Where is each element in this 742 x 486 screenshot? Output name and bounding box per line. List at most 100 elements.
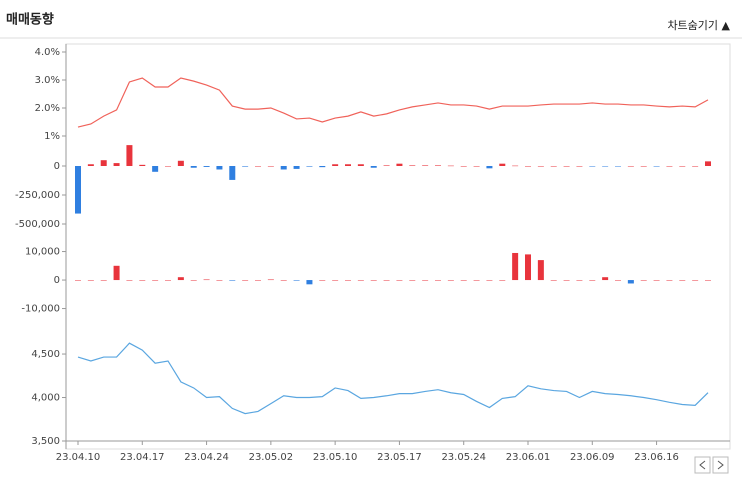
bar: [383, 280, 390, 281]
bar: [190, 166, 197, 168]
bar: [499, 280, 506, 281]
bar: [602, 166, 609, 167]
bar: [203, 166, 210, 167]
y-tick-label: 1%: [44, 131, 60, 142]
y-tick-label: 4.0%: [35, 47, 60, 58]
bar: [615, 166, 621, 167]
bar: [602, 277, 609, 281]
bar: [396, 163, 403, 166]
bar: [113, 163, 120, 166]
bar: [525, 254, 531, 281]
bar: [396, 280, 403, 281]
bar: [229, 280, 236, 281]
x-tick-label: 23.05.24: [441, 452, 486, 463]
bar: [345, 280, 351, 281]
toggle-button[interactable]: 차트숨기기 ▲: [667, 19, 730, 32]
bar: [165, 166, 171, 167]
bar: [267, 166, 274, 167]
bar: [486, 166, 493, 169]
bar: [692, 280, 699, 281]
x-tick-label: 23.06.16: [634, 452, 679, 463]
bar: [473, 166, 480, 167]
bar: [345, 164, 351, 166]
bar: [512, 252, 519, 281]
bar: [370, 166, 377, 168]
bar: [100, 160, 107, 166]
bar: [383, 165, 390, 166]
bar: [615, 280, 621, 281]
bar: [640, 280, 647, 281]
bar: [653, 280, 660, 281]
bar: [267, 279, 274, 281]
bar: [126, 145, 133, 166]
bar: [190, 280, 197, 281]
bar: [357, 164, 364, 166]
bar: [87, 280, 94, 281]
bar: [152, 166, 159, 172]
bar: [692, 166, 699, 167]
page-title: 매매동향: [6, 12, 54, 28]
bar: [422, 165, 429, 166]
bar: [576, 280, 583, 281]
bar: [435, 165, 441, 166]
bar: [165, 280, 171, 281]
bar: [460, 280, 467, 281]
bar: [705, 161, 711, 166]
line: [77, 342, 709, 415]
x-tick-label: 23.06.01: [506, 452, 551, 463]
bar: [216, 280, 223, 281]
bar: [589, 166, 596, 167]
bar: [525, 166, 531, 167]
bar: [705, 280, 711, 281]
bar: [627, 280, 634, 284]
bar: [306, 280, 313, 285]
x-tick-label: 23.04.10: [56, 452, 101, 463]
y-tick-label: -10,000: [21, 304, 60, 315]
bar: [550, 166, 557, 167]
bar: [370, 280, 377, 281]
x-tick-label: 23.05.10: [313, 452, 358, 463]
bar: [447, 280, 454, 281]
bar: [242, 166, 249, 167]
bar: [409, 280, 416, 281]
x-tick-label: 23.05.17: [377, 452, 422, 463]
bar: [537, 166, 544, 167]
bar: [550, 280, 557, 281]
bar: [537, 260, 544, 281]
bar: [255, 280, 261, 281]
bar: [576, 166, 583, 167]
bar: [203, 279, 210, 281]
y-tick-label: 10,000: [25, 247, 60, 258]
bar: [653, 166, 660, 167]
bar: [126, 280, 133, 281]
bar: [679, 166, 686, 167]
y-tick-label: -250,000: [15, 190, 60, 201]
bar: [627, 166, 634, 167]
bar: [229, 166, 236, 180]
bar: [139, 164, 146, 166]
x-tick-label: 23.05.02: [249, 452, 294, 463]
bar: [319, 166, 326, 168]
bar: [242, 280, 249, 281]
bar: [666, 280, 673, 281]
y-tick-label: 0: [54, 161, 60, 172]
bar: [409, 165, 416, 166]
bar: [473, 280, 480, 281]
bar: [280, 166, 287, 170]
y-tick-label: 3,500: [31, 436, 60, 447]
x-tick-label: 23.04.24: [184, 452, 229, 463]
bar: [422, 280, 429, 281]
bar: [100, 280, 107, 281]
bar: [216, 166, 223, 170]
x-tick-label: 23.04.17: [120, 452, 165, 463]
bar: [486, 280, 493, 281]
y-tick-label: 2.0%: [35, 103, 60, 114]
prev-button[interactable]: [694, 456, 711, 474]
bar: [499, 163, 506, 166]
bar: [293, 280, 300, 281]
bar: [293, 166, 300, 169]
bar: [255, 166, 261, 167]
next-button[interactable]: [712, 456, 729, 474]
bar: [435, 280, 441, 281]
